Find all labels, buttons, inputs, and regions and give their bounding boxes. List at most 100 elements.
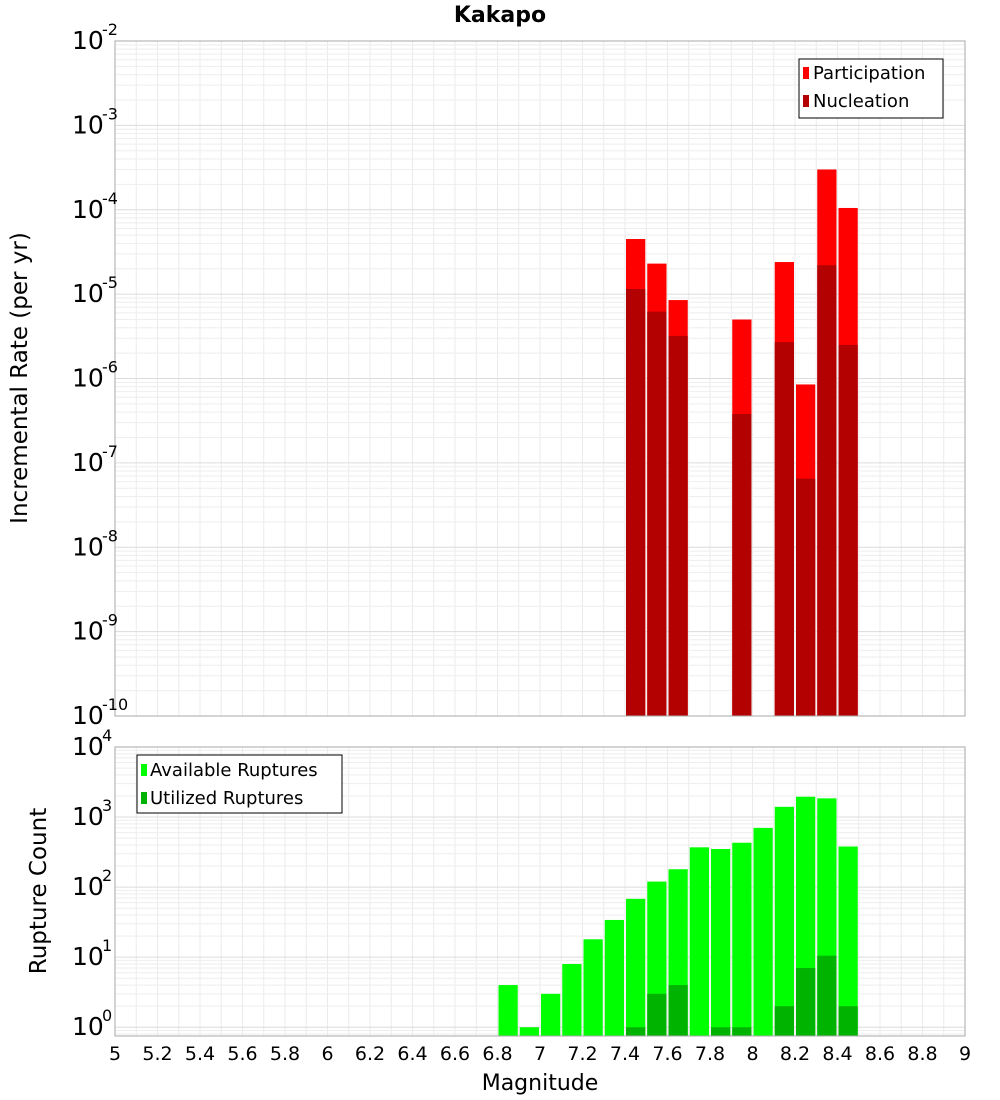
bottom-y-tick-exponent: 1 <box>102 936 112 955</box>
rate-bar-nucleation <box>796 478 816 716</box>
chart-title: Kakapo <box>454 3 546 28</box>
legend-swatch-utilized <box>141 792 147 804</box>
legend-swatch-available <box>141 764 147 776</box>
top-y-tick-label: 10 <box>72 279 104 308</box>
top-y-tick-label: 10 <box>72 701 104 730</box>
legend-swatch-nucleation <box>803 95 809 107</box>
rate-bar-nucleation <box>732 413 752 716</box>
rate-bar-nucleation <box>838 344 858 716</box>
count-bar-utilized-ruptures <box>732 1027 752 1036</box>
x-tick-label: 7.2 <box>567 1043 597 1065</box>
count-bar-utilized-ruptures <box>774 1006 794 1036</box>
bottom-bars <box>498 796 858 1036</box>
bottom-y-tick-exponent: 3 <box>102 796 112 815</box>
x-tick-label: 8.4 <box>822 1043 852 1065</box>
top-y-tick-exponent: -4 <box>102 189 118 208</box>
x-tick-label: 5.4 <box>185 1043 215 1065</box>
bottom-legend: Available Ruptures Utilized Ruptures <box>136 754 343 814</box>
top-y-axis-label: Incremental Rate (per yr) <box>7 232 33 524</box>
x-tick-label: 8.8 <box>907 1043 937 1065</box>
bottom-y-tick-exponent: 2 <box>102 866 112 885</box>
x-tick-label: 6.6 <box>440 1043 470 1065</box>
bottom-y-axis-label: Rupture Count <box>26 808 52 974</box>
top-gridlines <box>114 41 966 717</box>
x-tick-label: 6 <box>321 1043 333 1065</box>
count-bar-utilized-ruptures <box>838 1006 858 1036</box>
top-y-tick-exponent: -3 <box>102 104 118 123</box>
x-tick-label: 6.8 <box>482 1043 512 1065</box>
top-y-tick-exponent: -8 <box>102 526 118 545</box>
top-y-tick-exponent: -2 <box>102 20 118 39</box>
count-bar-utilized-ruptures <box>626 1027 646 1036</box>
x-tick-label: 8 <box>746 1043 758 1065</box>
x-tick-label: 5 <box>109 1043 121 1065</box>
count-bar-available-ruptures <box>774 806 794 1036</box>
count-bar-available-ruptures <box>838 846 858 1036</box>
x-axis-label: Magnitude <box>482 1071 599 1096</box>
bottom-y-tick-label: 10 <box>72 802 104 831</box>
x-tick-label: 7.4 <box>610 1043 640 1065</box>
count-bar-available-ruptures <box>689 847 709 1036</box>
top-legend: Participation Nucleation <box>798 58 944 119</box>
top-y-tick-label: 10 <box>72 617 104 646</box>
x-tick-label: 9 <box>959 1043 971 1065</box>
bottom-y-tick-label: 10 <box>72 872 104 901</box>
legend-label-participation: Participation <box>813 63 925 84</box>
rate-bar-nucleation <box>626 289 646 716</box>
count-bar-utilized-ruptures <box>796 968 816 1036</box>
bottom-plot-frame <box>114 746 966 1037</box>
x-tick-label: 8.6 <box>865 1043 895 1065</box>
count-bar-utilized-ruptures <box>711 1027 731 1036</box>
count-bar-available-ruptures <box>732 842 752 1036</box>
legend-label-nucleation: Nucleation <box>813 91 909 112</box>
bottom-y-tick-label: 10 <box>72 732 104 761</box>
top-y-tick-label: 10 <box>72 364 104 393</box>
top-y-tick-label: 10 <box>72 26 104 55</box>
top-y-tick-label: 10 <box>72 448 104 477</box>
top-y-tick-label: 10 <box>72 195 104 224</box>
top-y-tick-exponent: -7 <box>102 442 118 461</box>
count-bar-available-ruptures <box>498 985 518 1036</box>
count-bar-available-ruptures <box>562 963 582 1036</box>
count-bar-utilized-ruptures <box>647 993 667 1036</box>
top-y-tick-label: 10 <box>72 532 104 561</box>
x-tick-label: 5.8 <box>270 1043 300 1065</box>
x-tick-label: 8.2 <box>780 1043 810 1065</box>
bottom-y-tick-exponent: 4 <box>102 726 112 745</box>
top-y-tick-exponent: -10 <box>102 695 128 714</box>
top-y-tick-exponent: -9 <box>102 611 118 630</box>
count-bar-available-ruptures <box>541 993 561 1036</box>
count-bar-available-ruptures <box>519 1027 539 1036</box>
count-bar-utilized-ruptures <box>668 985 688 1036</box>
bottom-legend-box <box>136 754 343 814</box>
x-tick-label: 5.2 <box>142 1043 172 1065</box>
bottom-y-tick-label: 10 <box>72 942 104 971</box>
legend-swatch-participation <box>803 67 809 79</box>
top-bars <box>626 169 858 716</box>
count-bar-available-ruptures <box>604 919 624 1036</box>
top-legend-box <box>798 58 944 119</box>
count-bar-utilized-ruptures <box>817 955 837 1036</box>
bottom-y-tick-exponent: 0 <box>102 1006 112 1025</box>
legend-label-utilized: Utilized Ruptures <box>150 788 303 809</box>
top-plot-frame <box>114 40 966 717</box>
top-y-tick-exponent: -5 <box>102 273 118 292</box>
count-bar-available-ruptures <box>583 939 603 1036</box>
x-tick-label: 7.8 <box>695 1043 725 1065</box>
count-bar-available-ruptures <box>753 827 773 1036</box>
x-tick-label: 7 <box>534 1043 546 1065</box>
rate-bar-nucleation <box>774 342 794 716</box>
rate-bar-nucleation <box>817 265 837 716</box>
x-tick-label: 6.2 <box>355 1043 385 1065</box>
x-tick-labels: 5 5.2 5.4 5.6 5.8 6 6.2 6.4 6.6 6.8 7 7.2 7.4 7.6 7.8 8… <box>109 1043 971 1065</box>
count-bar-available-ruptures <box>711 849 731 1036</box>
rate-bar-nucleation <box>668 335 688 716</box>
x-tick-label: 6.4 <box>397 1043 427 1065</box>
count-bar-available-ruptures <box>626 898 646 1036</box>
rate-bar-nucleation <box>647 311 667 716</box>
top-y-tick-label: 10 <box>72 110 104 139</box>
top-y-tick-exponent: -6 <box>102 358 118 377</box>
x-tick-label: 7.6 <box>652 1043 682 1065</box>
bottom-y-tick-label: 10 <box>72 1012 104 1041</box>
